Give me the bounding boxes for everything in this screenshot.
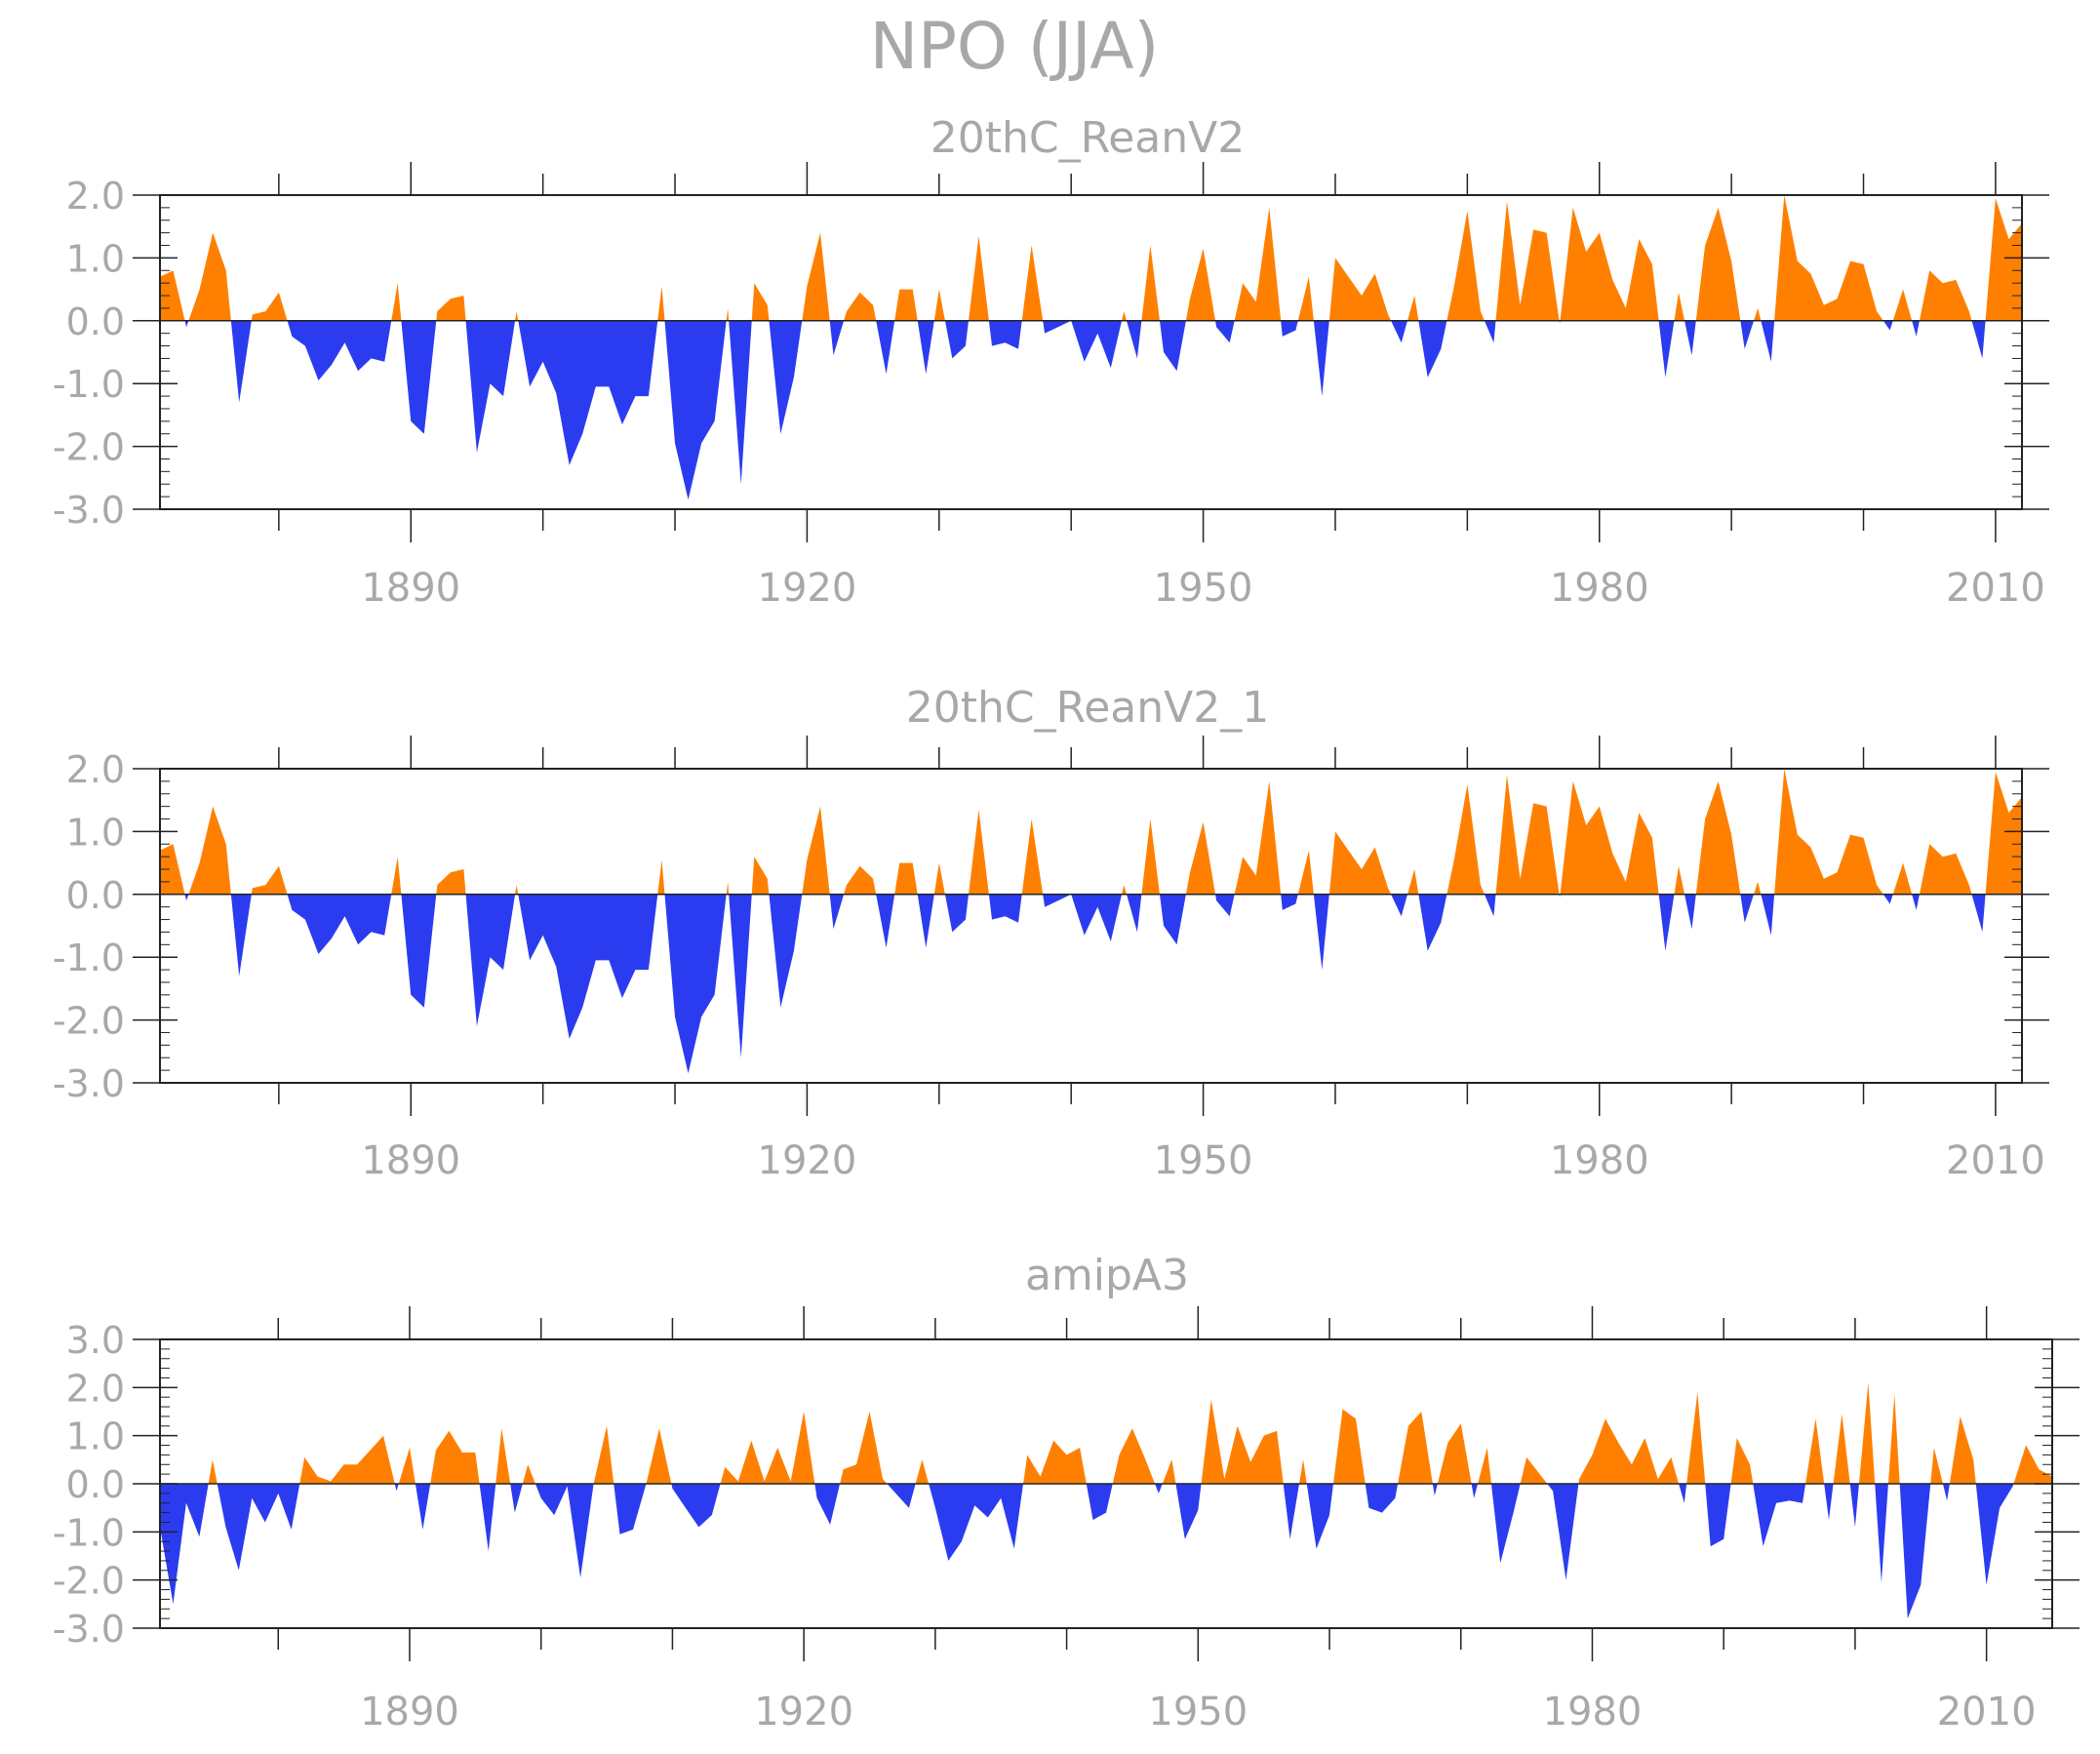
plot-area-2: 2.0 1.0 0.0 -1.0 -2.0 -3.0 1890 1920 1950 1980 201…	[53, 736, 2049, 1183]
y-tick-label: -1.0	[53, 363, 125, 406]
x-tick-label: 1980	[1543, 1690, 1643, 1734]
x-tick-label: 1950	[1154, 1138, 1253, 1183]
x-tick-label: 1890	[361, 566, 460, 611]
y-tick-label: 1.0	[66, 237, 125, 280]
x-tick-label: 1980	[1550, 1138, 1649, 1183]
y-tick-label: 0.0	[66, 1463, 125, 1506]
negative-anomaly-area	[160, 894, 2022, 1074]
y-tick-label: 1.0	[66, 1415, 125, 1458]
chart-title-3: amipA3	[1025, 1251, 1189, 1300]
x-tick-label: 2010	[1946, 566, 2045, 611]
chart-panel-1: 20thC_ReanV2 2.0 1.0 0.0 -1.0 -2.0 -3.0 1890 19…	[53, 113, 2049, 611]
chart-title-2: 20thC_ReanV2_1	[906, 683, 1269, 733]
y-tick-label: 2.0	[66, 175, 125, 218]
x-tick-label: 1980	[1550, 566, 1649, 611]
x-tick-label: 2010	[1946, 1138, 2045, 1183]
plot-area-1: 2.0 1.0 0.0 -1.0 -2.0 -3.0 1890 1920 1950 1980 201…	[53, 162, 2049, 611]
y-tick-label: -3.0	[53, 489, 125, 532]
negative-anomaly-area	[160, 1484, 2052, 1619]
positive-anomaly-area	[160, 769, 2022, 895]
x-tick-label: 1920	[758, 1138, 857, 1183]
x-tick-label: 2010	[1937, 1690, 2037, 1734]
positive-anomaly-area	[160, 1382, 2052, 1484]
y-tick-label: 1.0	[66, 811, 125, 854]
plot-frame	[159, 768, 2023, 1084]
y-tick-label: -3.0	[53, 1062, 125, 1105]
x-tick-label: 1950	[1154, 566, 1253, 611]
x-tick-label: 1950	[1148, 1690, 1248, 1734]
y-tick-label: -2.0	[53, 1560, 125, 1603]
y-tick-label: 0.0	[66, 300, 125, 343]
y-tick-label: -3.0	[53, 1608, 125, 1651]
plot-area-3: 3.0 2.0 1.0 0.0 -1.0 -2.0 -3.0 1890 1920 1950 1980…	[53, 1306, 2080, 1734]
chart-panel-3: amipA3 3.0 2.0 1.0 0.0 -1.0 -2.0 -3.0 1890 1920 1…	[53, 1251, 2080, 1734]
y-tick-label: 2.0	[66, 748, 125, 791]
y-tick-label: -1.0	[53, 937, 125, 979]
x-tick-label: 1890	[360, 1690, 459, 1734]
plot-frame	[159, 194, 2023, 510]
x-tick-label: 1920	[754, 1690, 853, 1734]
x-tick-label: 1890	[361, 1138, 460, 1183]
y-tick-label: 2.0	[66, 1367, 125, 1410]
negative-anomaly-area	[160, 320, 2022, 500]
y-tick-label: 0.0	[66, 874, 125, 917]
y-tick-label: 3.0	[66, 1319, 125, 1362]
figure-title: NPO (JJA)	[870, 9, 1160, 84]
x-tick-label: 1920	[758, 566, 857, 611]
y-tick-label: -2.0	[53, 426, 125, 469]
chart-panel-2: 20thC_ReanV2_1 2.0 1.0 0.0 -1.0 -2.0 -3.0 1890…	[53, 683, 2049, 1183]
chart-title-1: 20thC_ReanV2	[931, 113, 1245, 163]
y-tick-label: -1.0	[53, 1511, 125, 1554]
y-tick-label: -2.0	[53, 1000, 125, 1043]
positive-anomaly-area	[160, 195, 2022, 321]
